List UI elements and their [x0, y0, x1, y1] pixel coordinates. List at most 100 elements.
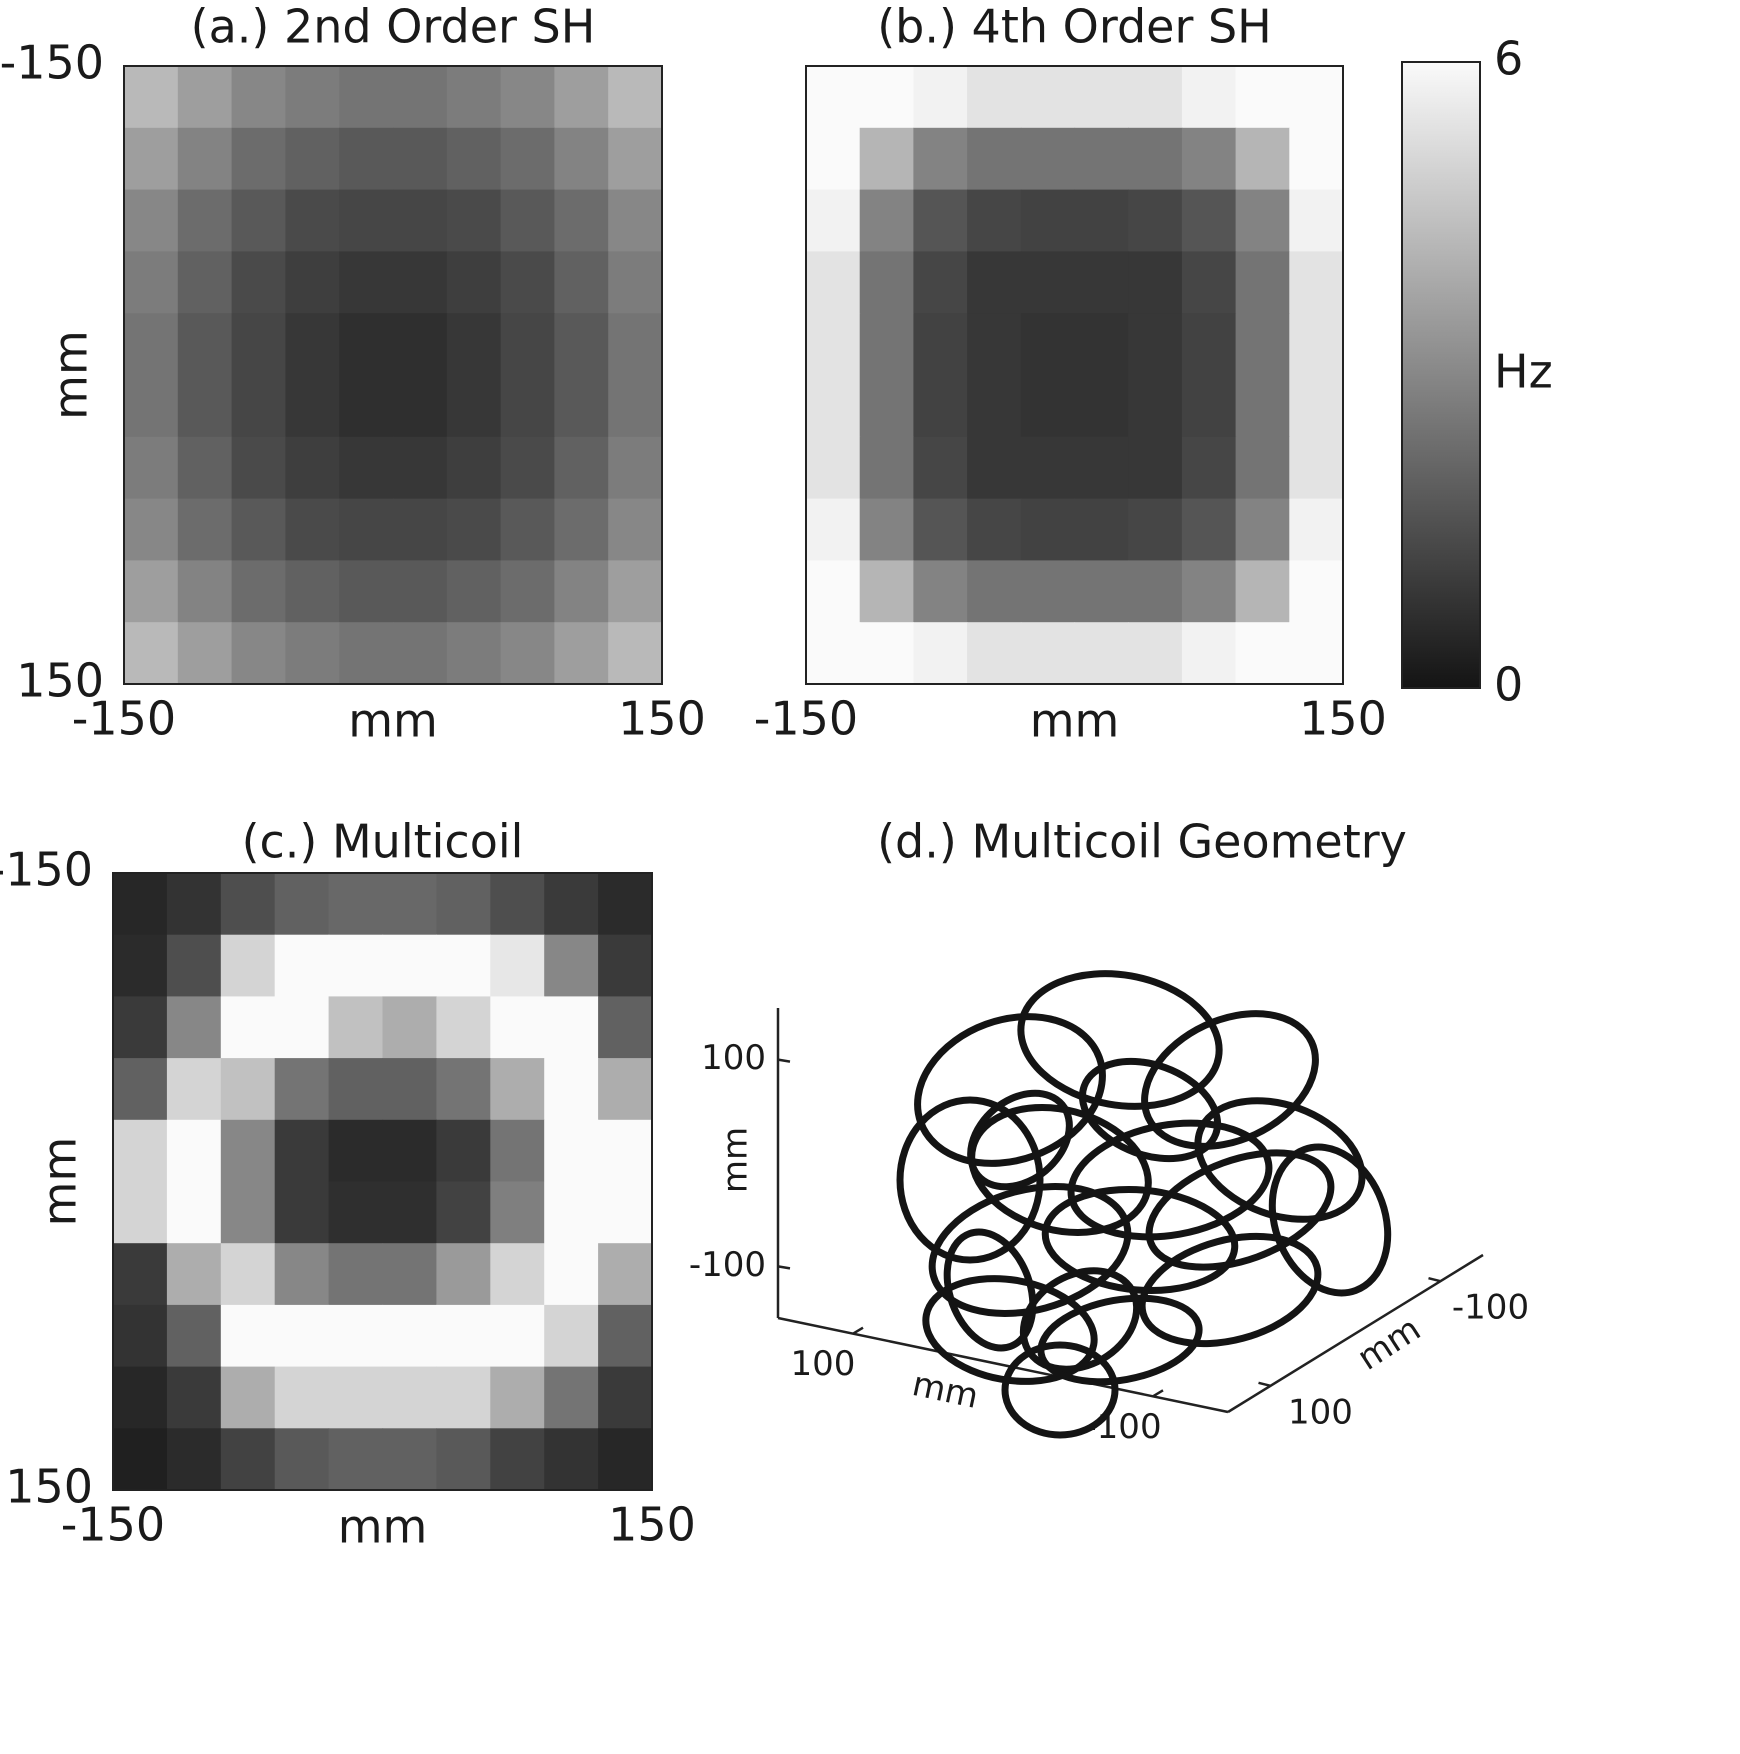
heatmap-cell	[806, 622, 861, 685]
heatmap-cell	[177, 436, 233, 500]
heatmap-cell	[806, 313, 861, 376]
heatmap-cell	[231, 251, 286, 314]
chart-title: (c.) Multicoil	[242, 815, 524, 869]
heatmap-cell	[446, 189, 502, 252]
heatmap-cell	[339, 127, 394, 191]
heatmap-cell	[328, 934, 384, 997]
heatmap-cell	[554, 66, 609, 129]
heatmap-cell	[393, 251, 448, 314]
heatmap-cell	[436, 934, 491, 997]
heatmap-cell	[1074, 127, 1129, 191]
heatmap-cell	[339, 66, 394, 129]
heatmap-cell	[113, 873, 168, 936]
heatmap-cell	[1128, 622, 1183, 685]
heatmap-cell	[436, 1304, 491, 1368]
heatmap-cell	[490, 1243, 545, 1306]
heatmap-cell	[1235, 436, 1290, 500]
heatmap-cell	[393, 622, 448, 685]
heatmap-cell	[446, 251, 502, 314]
heatmap-cell	[1020, 498, 1076, 561]
heatmap-cell	[608, 313, 663, 376]
heatmap-cell	[544, 1119, 599, 1183]
heatmap-cell	[393, 189, 448, 252]
heatmap-cell	[554, 560, 609, 623]
heatmap-cell	[274, 1058, 330, 1121]
heatmap-cell	[490, 934, 545, 997]
heatmap-cell	[544, 996, 599, 1059]
heatmap-cell	[339, 251, 394, 314]
x-tick-label: -150	[72, 692, 176, 746]
heatmap-cell	[1289, 251, 1344, 314]
heatmap-cell	[436, 873, 491, 936]
heatmap-cell	[274, 1243, 330, 1306]
heatmap-cell	[446, 498, 502, 561]
heatmap-cell	[339, 313, 394, 376]
heatmap-cell	[113, 1304, 168, 1368]
heatmap-cell	[913, 498, 968, 561]
heatmap-cell	[859, 251, 914, 314]
heatmap-cell	[285, 498, 340, 561]
y-tick-label: -150	[0, 843, 93, 897]
x-tick-label: -150	[61, 1498, 165, 1552]
heatmap-cell	[177, 622, 233, 685]
heatmap-cell	[1128, 436, 1183, 500]
heatmap-cell	[393, 313, 448, 376]
heatmap-cell	[124, 66, 179, 129]
x-axis-label: mm	[1030, 694, 1120, 748]
heatmap-cell	[177, 560, 233, 623]
y-axis-label: mm	[1351, 1309, 1428, 1379]
y-tick	[1428, 1276, 1441, 1283]
heatmap-cell	[177, 127, 233, 191]
heatmap-cell	[1074, 66, 1129, 129]
heatmap-cell	[806, 560, 861, 623]
heatmap-cell	[446, 560, 502, 623]
heatmap-cell	[1128, 498, 1183, 561]
heatmap-cell	[1235, 251, 1290, 314]
heatmap-cell	[113, 1058, 168, 1121]
heatmap-cell	[339, 498, 394, 561]
heatmap-cell	[859, 560, 914, 623]
heatmap-cell	[1289, 375, 1344, 438]
heatmap-cell	[500, 498, 555, 561]
heatmap-cell	[166, 934, 222, 997]
chart-title: (d.) Multicoil Geometry	[877, 815, 1407, 869]
heatmap-cell	[859, 375, 914, 438]
heatmap-cell	[1128, 313, 1183, 376]
heatmap-cell	[1181, 622, 1237, 685]
heatmap-cell	[285, 560, 340, 623]
heatmap-cell	[124, 375, 179, 438]
heatmap-cell	[1235, 189, 1290, 252]
heatmap-cell	[490, 1366, 545, 1429]
z-tick-label: -100	[689, 1245, 766, 1285]
heatmap-cell	[166, 1058, 222, 1121]
heatmap-cell	[598, 996, 653, 1059]
heatmap-cell	[382, 873, 437, 936]
heatmap-cell	[967, 66, 1022, 129]
heatmap-cell	[393, 375, 448, 438]
plot-frame	[112, 872, 653, 1491]
x-axis-label: mm	[348, 694, 438, 748]
heatmap-cell	[220, 1428, 276, 1491]
heatmap-cell	[608, 622, 663, 685]
heatmap-cell	[113, 1366, 168, 1429]
heatmap-cell	[806, 251, 861, 314]
plot-frame	[123, 65, 663, 685]
heatmap-cell	[1020, 560, 1076, 623]
heatmap-cell	[328, 873, 384, 936]
z-tick	[777, 1058, 791, 1063]
heatmap-cell	[166, 996, 222, 1059]
heatmap-cell	[328, 1428, 384, 1491]
heatmap-cell	[436, 1181, 491, 1244]
y-tick-label: 150	[5, 1460, 93, 1514]
heatmap-cell	[339, 560, 394, 623]
chart-title: (a.) 2nd Order SH	[191, 0, 596, 54]
heatmap-cell	[1181, 560, 1237, 623]
heatmap-cell	[274, 873, 330, 936]
heatmap-cell	[859, 313, 914, 376]
heatmap-cell	[913, 622, 968, 685]
heatmap-cell	[608, 251, 663, 314]
heatmap-cell	[1020, 66, 1076, 129]
x-tick-label: -150	[754, 692, 858, 746]
heatmap-cell	[806, 498, 861, 561]
heatmap-cell	[1235, 498, 1290, 561]
